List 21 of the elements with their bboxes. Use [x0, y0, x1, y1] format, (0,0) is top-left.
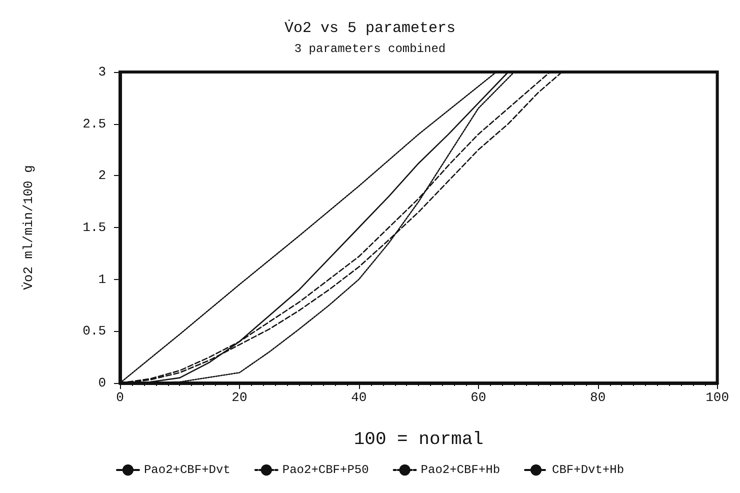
legend-label: CBF+Dvt+Hb [552, 463, 624, 477]
x-tick-label: 60 [470, 390, 486, 405]
chart-subtitle: 3 parameters combined [294, 42, 446, 56]
x-tick-label: 40 [351, 390, 367, 405]
y-tick-label: 3 [98, 64, 106, 80]
chart-title: V̇o2 vs 5 parameters [284, 19, 456, 37]
x-axis-title: 100 = normal [354, 430, 484, 450]
x-tick-label: 0 [116, 390, 124, 405]
y-axis-title: V̇o2 ml/min/100 g [21, 165, 36, 290]
x-tick-label: 100 [706, 390, 729, 405]
y-tick-label: 2.5 [82, 116, 106, 132]
legend-label: Pao2+CBF+P50 [282, 463, 369, 477]
y-tick-label: 1 [98, 272, 106, 287]
y-tick-label: 0.5 [82, 324, 106, 339]
y-tick-label: 2 [98, 168, 106, 184]
x-tick-label: 80 [590, 390, 606, 405]
y-tick-label: 1.5 [82, 220, 106, 235]
y-tick-label: 0 [98, 376, 106, 390]
x-tick-label: 20 [232, 390, 248, 405]
legend-label: Pao2+CBF+Dvt [144, 463, 230, 477]
legend-label: Pao2+CBF+Hb [420, 463, 500, 477]
